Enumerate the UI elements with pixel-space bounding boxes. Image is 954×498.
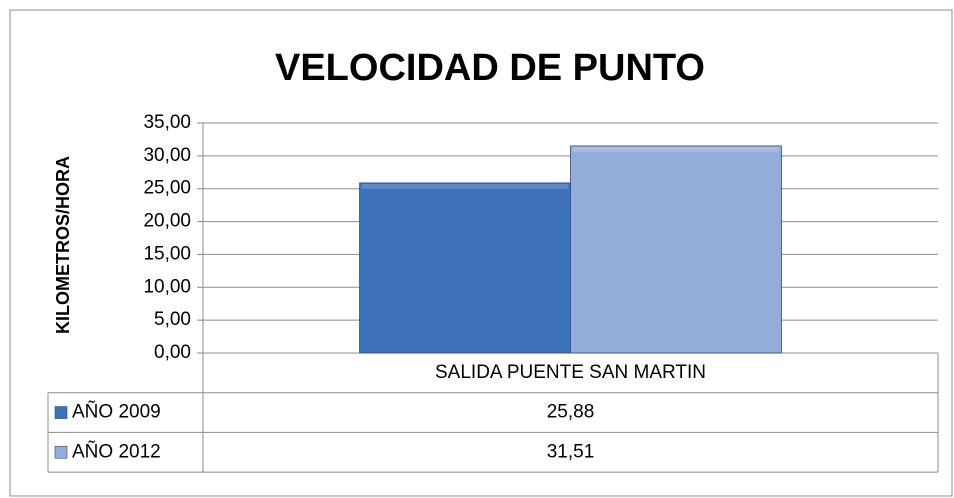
y-tick-label: 15,00 <box>143 243 191 264</box>
y-tick-label: 0,00 <box>154 342 191 363</box>
bar-highlight <box>572 146 780 152</box>
chart-title: VELOCIDAD DE PUNTO <box>275 47 705 89</box>
data-table-value: 31,51 <box>547 441 595 462</box>
bar-highlight <box>361 183 569 189</box>
data-table-value: 25,88 <box>547 402 595 423</box>
legend-swatch <box>54 445 68 459</box>
bar <box>359 182 571 354</box>
y-tick-label: 5,00 <box>154 309 191 330</box>
bar <box>570 145 782 354</box>
y-axis-label: KILOMETROS/HORA <box>53 156 73 334</box>
legend-label: AÑO 2009 <box>72 401 161 423</box>
legend-swatch <box>54 406 68 419</box>
y-tick-label: 10,00 <box>143 276 191 297</box>
y-tick-label: 35,00 <box>143 112 191 133</box>
x-tick-label: SALIDA PUENTE SAN MARTIN <box>435 362 706 383</box>
y-tick-label: 30,00 <box>143 145 191 166</box>
legend-label: AÑO 2012 <box>72 440 161 462</box>
y-tick-label: 20,00 <box>143 211 191 232</box>
y-tick-label: 25,00 <box>143 178 191 199</box>
